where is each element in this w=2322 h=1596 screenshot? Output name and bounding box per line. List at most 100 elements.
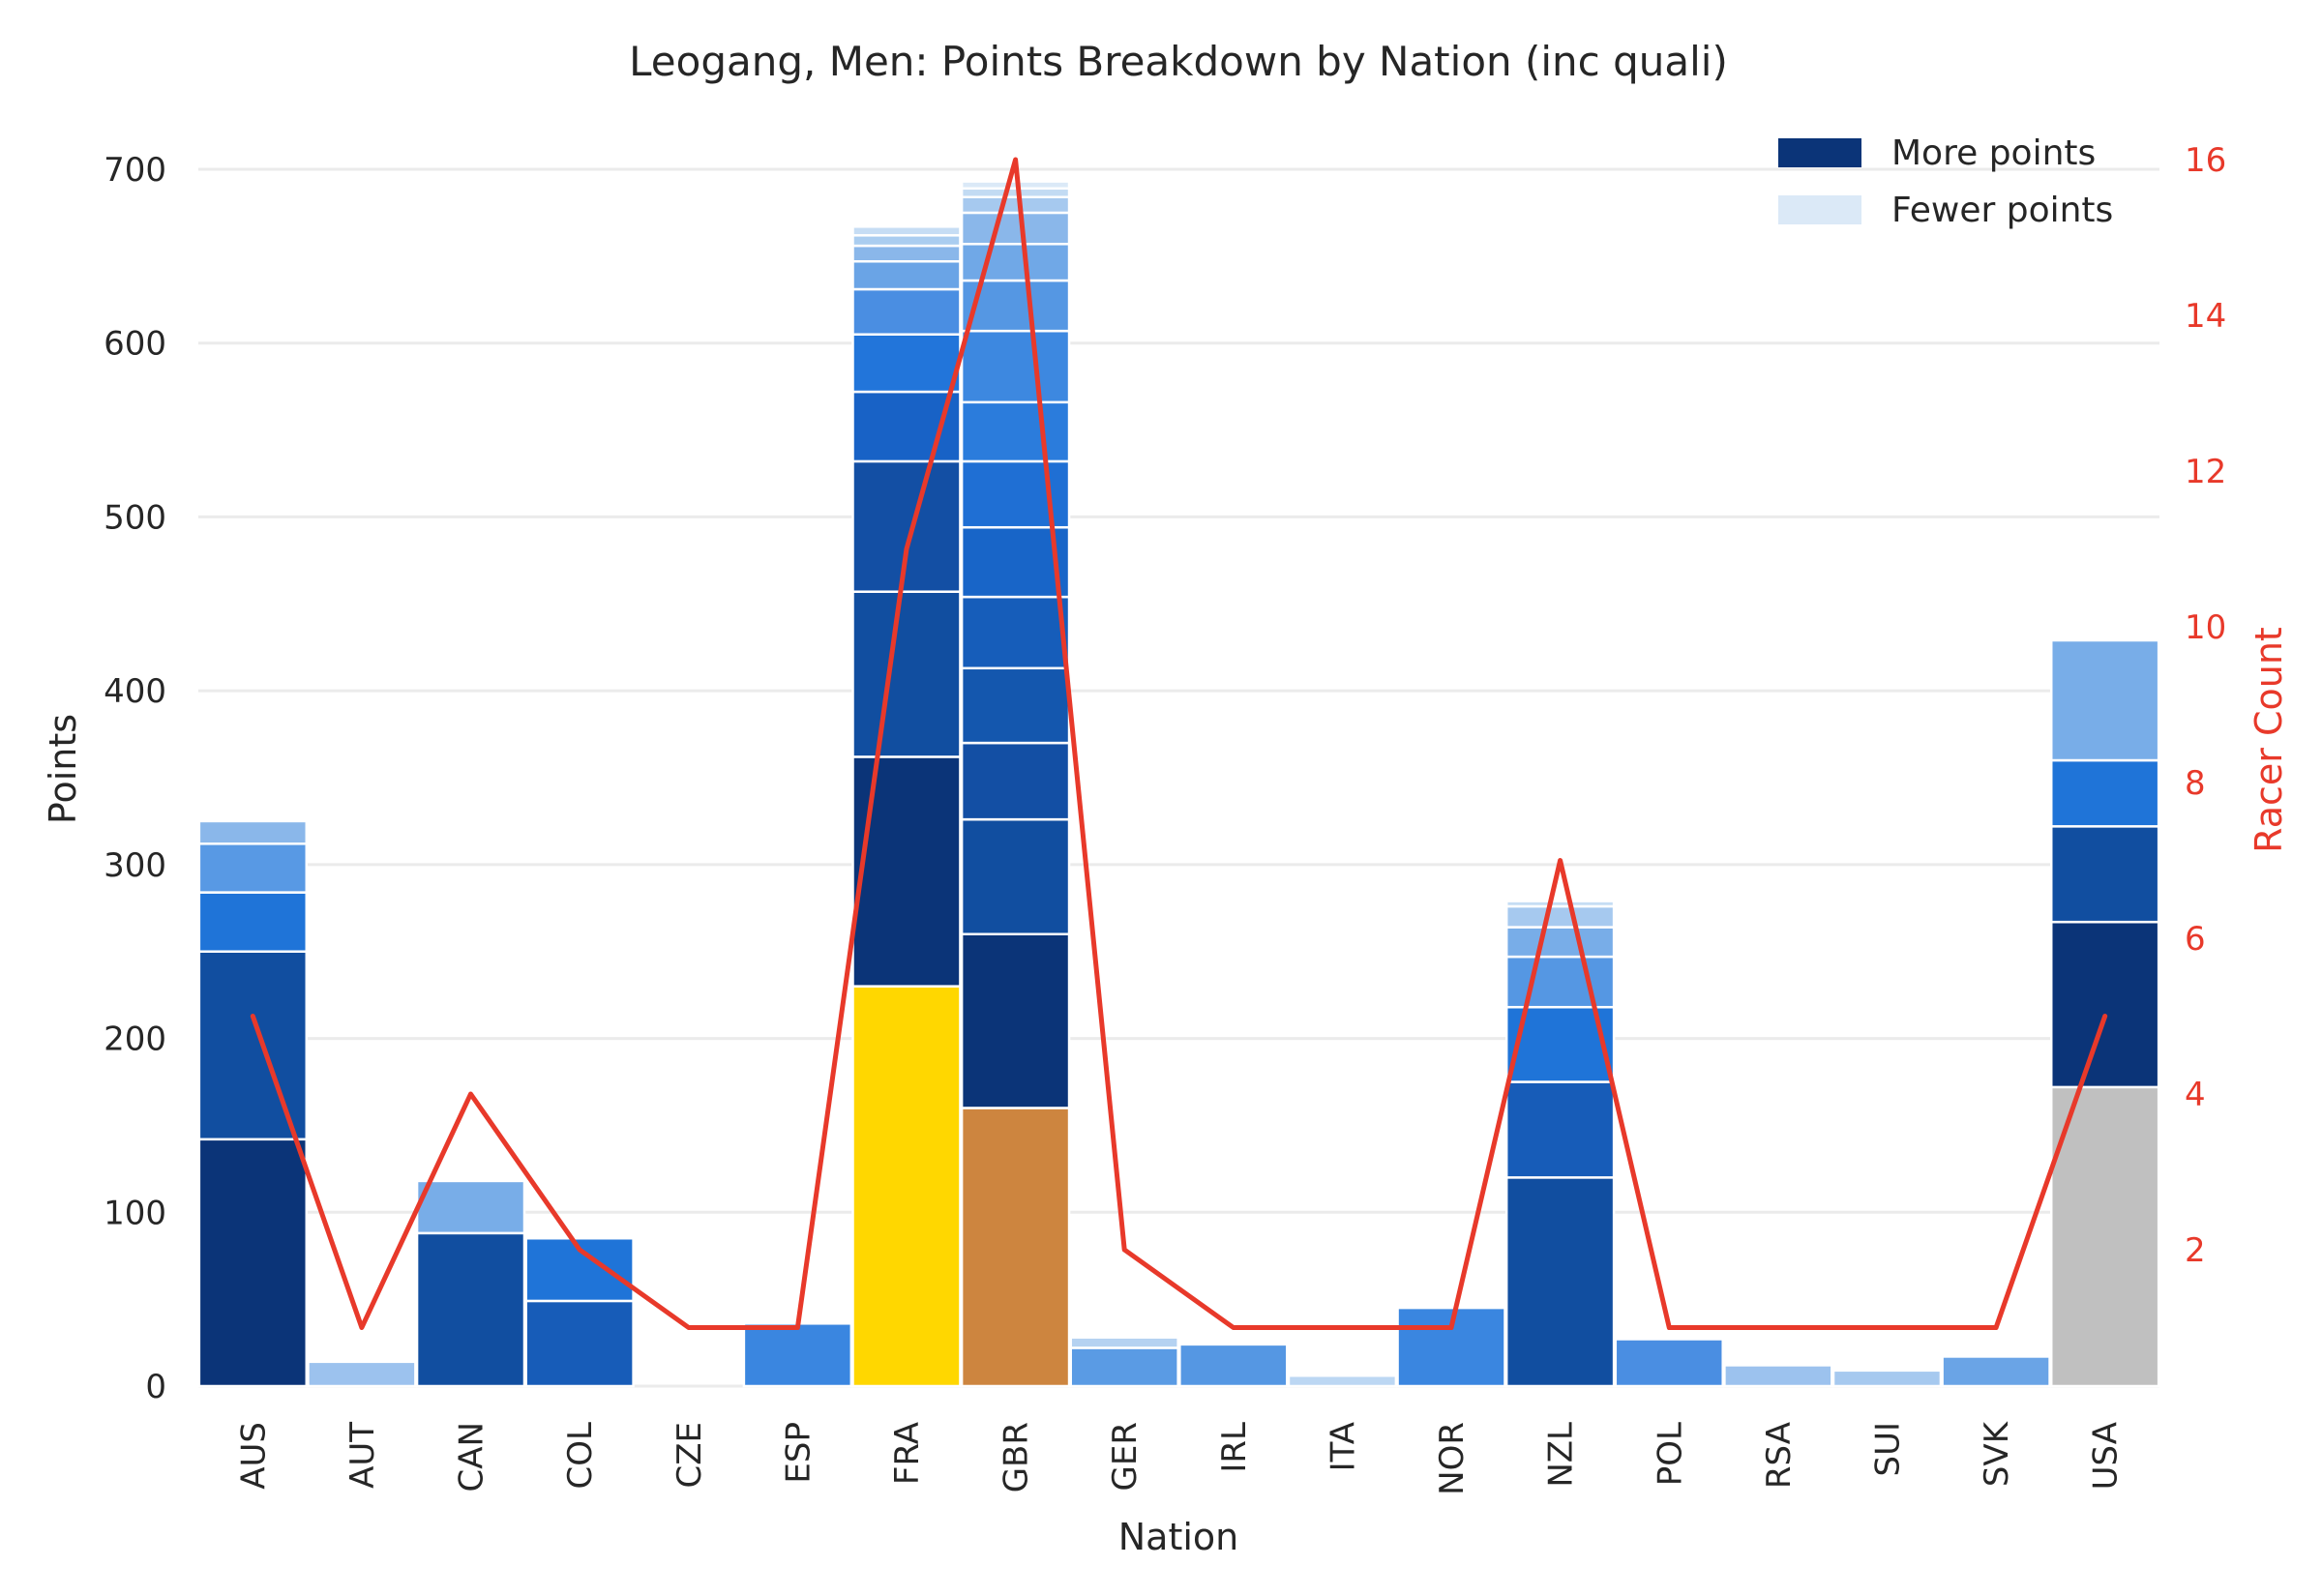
racer-count-line-layer: [250, 157, 2108, 1330]
bar-segment: [197, 842, 309, 894]
x-tick-label: IRL: [1215, 1422, 1254, 1473]
x-tick-label: RSA: [1760, 1422, 1799, 1489]
x-tick-label: CZE: [670, 1422, 709, 1489]
bar-segment: [1504, 955, 1616, 1009]
bar-segment: [851, 390, 962, 463]
y2-tick-label: 10: [2185, 608, 2226, 647]
bar-segment: [1069, 1336, 1179, 1349]
bar-segment: [960, 243, 1071, 282]
bar-segment: [1504, 926, 1616, 959]
bar-segment: [1504, 1080, 1616, 1179]
y2-axis-ticks: 2 4 6 8 10 12 14 16: [2185, 141, 2226, 1270]
bar-segment: [851, 755, 962, 988]
bar-segment: [851, 333, 962, 394]
bar-segment: [960, 932, 1071, 1109]
legend-swatch-fewer-points: [1778, 195, 1861, 224]
bar-segment: [1831, 1369, 1943, 1388]
x-tick-label: ITA: [1324, 1422, 1362, 1471]
y-tick-label: 300: [104, 846, 166, 885]
bar-segment: [307, 1360, 417, 1388]
x-tick-label: SVK: [1978, 1420, 2016, 1487]
bar-segment: [2049, 638, 2160, 762]
bar-segment: [1504, 904, 1616, 929]
y2-tick-label: 2: [2185, 1231, 2206, 1270]
bar-segment: [2049, 1085, 2160, 1388]
bar-segment: [1504, 900, 1616, 908]
y-tick-label: 200: [104, 1020, 166, 1059]
y2-tick-label: 14: [2185, 297, 2226, 336]
y2-tick-label: 12: [2185, 453, 2226, 491]
bar-segment: [1069, 1346, 1179, 1388]
y-tick-label: 600: [104, 325, 166, 364]
bar-segment: [851, 985, 962, 1388]
y2-tick-label: 6: [2185, 920, 2206, 959]
bar-segment: [1614, 1338, 1724, 1388]
bar-segment: [742, 1322, 853, 1388]
bar-segment: [851, 244, 962, 263]
bar-segment: [1941, 1355, 2051, 1388]
x-tick-label: AUT: [343, 1422, 382, 1489]
bar-segment: [1723, 1364, 1833, 1388]
bar-segment: [960, 187, 1071, 199]
bar-segment: [851, 259, 962, 291]
x-tick-label: GBR: [997, 1422, 1036, 1493]
bar-segment: [960, 1107, 1071, 1388]
bar-segment: [960, 817, 1071, 935]
bar-segment: [960, 741, 1071, 821]
bar-segment: [1178, 1343, 1289, 1388]
legend-label-more-points: More points: [1891, 133, 2096, 173]
y-tick-label: 100: [104, 1194, 166, 1232]
bar-segment: [960, 195, 1071, 215]
bar-segment: [851, 287, 962, 336]
chart-title: Leogang, Men: Points Breakdown by Nation…: [629, 38, 1728, 85]
bar-segment: [415, 1179, 526, 1235]
racer-count-line: [250, 157, 2108, 1330]
legend-label-fewer-points: Fewer points: [1891, 191, 2113, 230]
y-tick-label: 0: [145, 1368, 166, 1406]
y-tick-label: 400: [104, 672, 166, 711]
bar-segment: [415, 1231, 526, 1388]
x-tick-label: FRA: [888, 1422, 927, 1485]
x-axis-label: Nation: [1118, 1516, 1239, 1558]
x-tick-label: GER: [1106, 1422, 1145, 1491]
bar-segment: [1504, 1176, 1616, 1388]
bar-segment: [960, 211, 1071, 246]
bar-segment: [2049, 920, 2160, 1089]
y-tick-label: 700: [104, 151, 166, 190]
x-tick-label: ESP: [779, 1422, 818, 1484]
x-tick-label: CAN: [453, 1422, 491, 1492]
bar-segment: [960, 666, 1071, 745]
y2-tick-label: 4: [2185, 1076, 2206, 1114]
x-tick-label: AUS: [234, 1422, 273, 1490]
bar-segment: [960, 595, 1071, 670]
y-tick-label: 500: [104, 498, 166, 537]
y2-axis-label: Racer Count: [2248, 627, 2290, 853]
y2-tick-label: 16: [2185, 141, 2226, 180]
bar-segment: [960, 329, 1071, 404]
bar-segment: [197, 891, 309, 953]
bar-segment: [524, 1299, 635, 1388]
bar-segment: [197, 950, 309, 1141]
bar-segment: [2049, 825, 2160, 924]
bar-segment: [2049, 758, 2160, 828]
legend-swatch-more-points: [1778, 138, 1861, 167]
bars: [197, 180, 2160, 1388]
y-axis-label: Points: [42, 714, 84, 824]
x-tick-label: USA: [2087, 1422, 2126, 1490]
x-axis-ticks: AUS AUT CAN COL CZE ESP FRA GBR GER IRL ITA NOR NZL P…: [234, 1420, 2125, 1495]
bar-segment: [851, 225, 962, 237]
bar-segment: [960, 400, 1071, 463]
legend: More points Fewer points: [1778, 133, 2113, 230]
bar-segment: [1287, 1374, 1398, 1388]
x-tick-label: NZL: [1542, 1422, 1581, 1488]
bar-segment: [197, 1138, 309, 1388]
x-tick-label: COL: [561, 1422, 600, 1490]
x-tick-label: POL: [1651, 1422, 1689, 1486]
x-tick-label: NOR: [1433, 1422, 1472, 1495]
bar-segment: [851, 459, 962, 593]
x-tick-label: SUI: [1868, 1422, 1907, 1477]
bar-segment: [197, 819, 309, 845]
y-axis-ticks: 0 100 200 300 400 500 600 700: [104, 151, 166, 1406]
